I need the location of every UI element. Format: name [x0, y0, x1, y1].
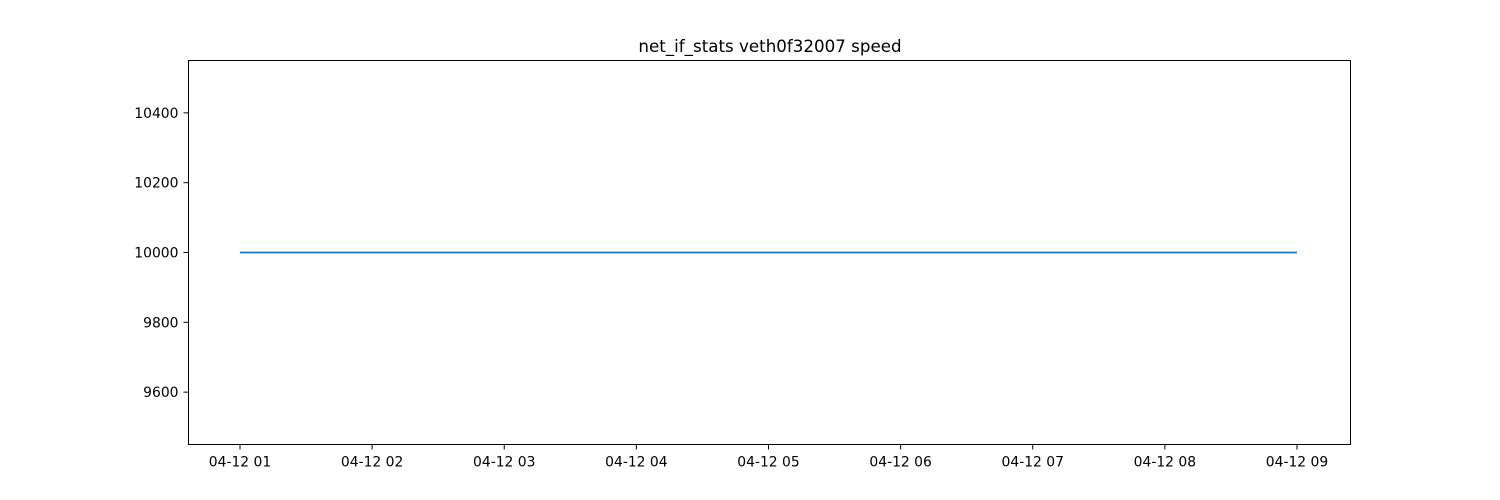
x-tick-label: 04-12 02 [341, 455, 403, 471]
y-tick-label: 10000 [134, 246, 178, 262]
x-tick-label: 04-12 05 [737, 455, 799, 471]
x-tick-label: 04-12 04 [605, 455, 668, 471]
plot-frame [188, 60, 1351, 445]
y-tick-label: 9600 [143, 385, 178, 401]
x-axis: 04-12 01 04-12 02 04-12 03 04-12 04 04-12 05… [209, 444, 1328, 471]
x-tick-label: 04-12 07 [1002, 455, 1064, 471]
x-tick-label: 04-12 08 [1134, 455, 1196, 471]
y-tick-label: 9800 [143, 315, 178, 331]
x-tick-label: 04-12 01 [209, 455, 271, 471]
y-tick-label: 10400 [134, 106, 178, 122]
chart-title: net_if_stats veth0f32007 speed [638, 36, 901, 57]
y-axis: 9600 9800 10000 10200 10400 [134, 106, 189, 401]
x-tick-label: 04-12 06 [869, 455, 931, 471]
y-tick-label: 10200 [134, 176, 178, 192]
x-tick-label: 04-12 03 [473, 455, 535, 471]
x-tick-label: 04-12 09 [1266, 455, 1328, 471]
